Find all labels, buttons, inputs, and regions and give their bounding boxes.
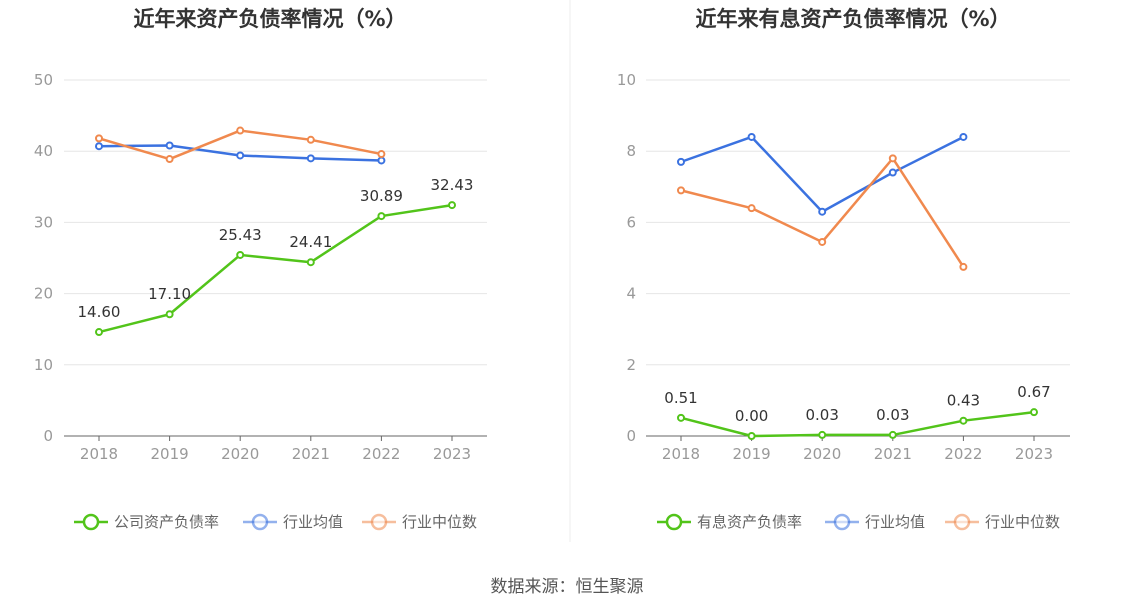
interest-bearing-debt-ratio-chart: 近年来有息资产负债率情况（%） 0 2 4 6 8 10 2018 2019 2020 2021 20…	[617, 7, 1070, 531]
data-label: 14.60	[78, 303, 121, 321]
legend-marker	[953, 513, 971, 531]
y-tick-label: 20	[34, 285, 53, 303]
x-tick-label: 2018	[662, 445, 700, 463]
debt-ratio-chart: 近年来资产负债率情况（%） 0 10 20 30 40 50 2018 2019 2020 2021…	[34, 7, 487, 531]
legend-item[interactable]: 行业均值	[243, 513, 343, 531]
data-point	[165, 141, 174, 150]
legend-label: 行业中位数	[402, 513, 477, 531]
data-point	[165, 155, 174, 164]
data-label: 17.10	[148, 285, 191, 303]
data-label: 24.41	[289, 233, 332, 251]
data-point	[1030, 408, 1038, 417]
data-point	[959, 132, 968, 141]
legend-marker	[251, 513, 269, 531]
data-point	[306, 154, 315, 163]
legend-label: 有息资产负债率	[697, 513, 802, 531]
data-point	[95, 134, 103, 143]
legend-marker	[82, 513, 100, 531]
data-label: 25.43	[219, 226, 262, 244]
data-point	[377, 150, 386, 159]
legend-marker	[833, 513, 851, 531]
data-point	[236, 151, 245, 160]
data-point	[448, 201, 456, 210]
data-point	[306, 135, 315, 144]
legend-label: 公司资产负债率	[114, 513, 219, 531]
y-tick-label: 40	[34, 142, 53, 160]
data-point	[747, 432, 756, 440]
legend-label: 行业中位数	[985, 513, 1060, 531]
x-tick-label: 2021	[874, 445, 912, 463]
y-tick-label: 0	[43, 427, 53, 445]
y-tick-label: 50	[34, 71, 53, 89]
legend-label: 行业均值	[283, 513, 343, 531]
legend-item[interactable]: 行业均值	[825, 513, 925, 531]
data-label: 30.89	[360, 187, 403, 205]
y-tick-label: 6	[626, 213, 636, 231]
x-tick-label: 2023	[433, 445, 471, 463]
data-label: 0.00	[735, 407, 768, 425]
data-point	[888, 168, 897, 177]
legend-marker	[665, 513, 683, 531]
x-tick-label: 2020	[803, 445, 841, 463]
legend-marker	[370, 513, 388, 531]
data-point	[377, 212, 386, 221]
data-point	[818, 207, 827, 216]
data-point	[306, 258, 315, 267]
data-label: 0.51	[664, 389, 697, 407]
x-tick-label: 2019	[151, 445, 189, 463]
data-point	[677, 186, 685, 195]
y-tick-label: 0	[626, 427, 636, 445]
data-point	[747, 132, 756, 141]
data-point	[747, 204, 756, 213]
data-point	[959, 262, 968, 271]
series-line	[98, 203, 453, 334]
data-point	[236, 250, 245, 259]
x-tick-label: 2020	[221, 445, 259, 463]
data-label: 0.67	[1017, 383, 1050, 401]
y-tick-label: 10	[617, 71, 636, 89]
data-label: 0.43	[947, 392, 980, 410]
y-tick-label: 2	[626, 356, 636, 374]
legend-label: 行业均值	[865, 513, 925, 531]
data-point	[95, 142, 103, 151]
series-line	[680, 410, 1035, 438]
data-label: 0.03	[876, 406, 909, 424]
legend-item[interactable]: 公司资产负债率	[74, 513, 219, 531]
x-tick-label: 2022	[362, 445, 400, 463]
legend-item[interactable]: 行业中位数	[945, 513, 1060, 531]
chart-title: 近年来资产负债率情况（%）	[133, 7, 406, 31]
data-label: 0.03	[805, 406, 838, 424]
data-point	[165, 310, 174, 319]
data-point	[377, 156, 386, 165]
y-tick-label: 30	[34, 213, 53, 231]
x-tick-label: 2023	[1015, 445, 1053, 463]
data-label: 32.43	[431, 176, 474, 194]
x-tick-label: 2019	[733, 445, 771, 463]
y-tick-label: 8	[626, 142, 636, 160]
x-tick-label: 2021	[292, 445, 330, 463]
x-tick-label: 2022	[944, 445, 982, 463]
x-tick-label: 2018	[80, 445, 118, 463]
data-source: 数据来源：恒生聚源	[491, 577, 644, 597]
data-point	[677, 413, 685, 422]
data-point	[818, 430, 827, 439]
data-point	[95, 328, 103, 337]
y-tick-label: 10	[34, 356, 53, 374]
data-point	[236, 126, 245, 135]
data-point	[818, 237, 827, 246]
legend-item[interactable]: 行业中位数	[362, 513, 477, 531]
y-tick-label: 4	[626, 285, 636, 303]
data-point	[888, 154, 897, 163]
data-point	[677, 157, 685, 166]
data-point	[888, 430, 897, 439]
chart-title: 近年来有息资产负债率情况（%）	[695, 7, 1010, 31]
data-point	[959, 416, 968, 425]
legend-item[interactable]: 有息资产负债率	[657, 513, 802, 531]
